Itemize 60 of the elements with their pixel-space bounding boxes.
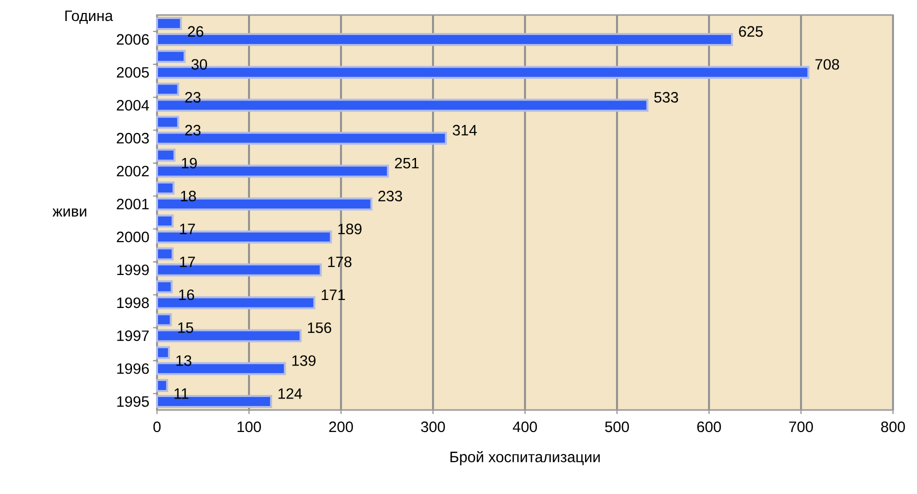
x-tick-label: 300 [421,422,445,432]
y-tick-label: 2003 [116,132,149,144]
bar [156,379,168,392]
data-label: 178 [328,256,352,268]
data-label: 124 [278,388,302,399]
data-label: 17 [180,256,195,268]
data-label: 189 [338,224,362,234]
bar [156,50,186,63]
data-label: 533 [654,92,678,103]
x-tick-label: 100 [238,422,261,432]
text: живи [52,208,86,216]
x-tick-label: 700 [789,422,813,432]
data-label: 251 [394,158,419,168]
data-label: 30 [192,59,208,70]
y-tick-label: 1996 [117,363,149,374]
bar [156,214,174,228]
data-label: 139 [292,355,316,366]
bar [156,280,173,294]
bar [156,346,170,360]
y-tick-label: 2005 [116,67,149,78]
y-tick-label: 2006 [116,34,149,45]
y-axis-title: Година [65,10,114,24]
x-tick-label: 500 [605,422,629,432]
data-label: 26 [188,26,204,37]
x-tick-label: 200 [329,422,353,432]
data-label: 708 [815,59,840,70]
data-label: 15 [178,322,194,333]
y-tick-label: 2004 [116,100,150,111]
x-tick-label: 600 [697,422,721,432]
bar [156,247,174,260]
data-label: 625 [739,26,763,37]
bar [156,148,176,162]
bar [156,313,172,326]
data-label: 23 [185,124,201,136]
data-label: 23 [185,92,201,103]
data-label: 13 [176,355,192,366]
y-tick-label: 1995 [117,396,149,407]
y-tick-label: 2000 [116,232,149,242]
x-axis-title: Брой хоспитализации [450,450,600,466]
bar [156,16,182,30]
y-tick-label: 2002 [116,166,149,176]
bar [156,82,180,96]
data-label: 156 [308,322,332,334]
bar [156,182,175,195]
data-label: 18 [181,190,196,202]
data-label: 19 [182,158,197,168]
bar [156,116,180,129]
data-label: 11 [174,388,188,399]
x-tick-label: 0 [153,422,161,432]
y-tick-label: 1998 [117,297,149,308]
x-tick-label: 800 [881,422,905,432]
data-label: 17 [180,224,195,234]
x-tick-label: 400 [512,422,537,432]
data-label: 171 [322,290,345,300]
data-label: 16 [179,289,194,300]
data-label: 233 [378,190,402,202]
y-tick-label: 2001 [116,198,149,210]
data-label: 314 [452,124,477,136]
y-tick-label: 1999 [117,264,149,276]
y-tick-label: 1997 [117,330,149,342]
